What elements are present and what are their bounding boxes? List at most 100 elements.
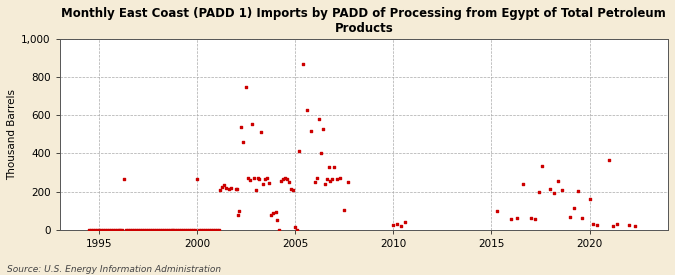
- Point: [88, 228, 99, 232]
- Point: [200, 228, 211, 232]
- Point: [233, 213, 244, 218]
- Point: [529, 217, 540, 221]
- Point: [221, 186, 232, 190]
- Point: [158, 228, 169, 232]
- Point: [284, 180, 295, 184]
- Point: [178, 228, 189, 232]
- Point: [133, 228, 144, 232]
- Point: [190, 228, 200, 232]
- Point: [157, 228, 167, 232]
- Point: [339, 208, 350, 212]
- Point: [557, 188, 568, 192]
- Point: [261, 176, 272, 180]
- Point: [213, 228, 224, 232]
- Point: [196, 228, 207, 232]
- Point: [174, 228, 185, 232]
- Point: [298, 62, 308, 66]
- Point: [612, 222, 622, 226]
- Point: [97, 228, 108, 232]
- Point: [492, 208, 503, 213]
- Point: [146, 228, 157, 232]
- Point: [603, 158, 614, 162]
- Point: [211, 228, 222, 232]
- Point: [553, 179, 564, 183]
- Point: [155, 228, 165, 232]
- Point: [153, 228, 163, 232]
- Point: [238, 140, 248, 144]
- Point: [315, 151, 326, 156]
- Point: [280, 176, 291, 180]
- Point: [107, 228, 118, 232]
- Point: [276, 179, 287, 183]
- Point: [313, 117, 324, 121]
- Point: [327, 177, 338, 182]
- Point: [194, 228, 205, 232]
- Point: [278, 177, 289, 182]
- Point: [127, 228, 138, 232]
- Point: [121, 228, 132, 232]
- Point: [250, 188, 261, 192]
- Point: [259, 177, 270, 182]
- Point: [84, 228, 95, 232]
- Point: [588, 222, 599, 226]
- Point: [95, 228, 106, 232]
- Point: [142, 228, 153, 232]
- Point: [125, 228, 136, 232]
- Point: [545, 186, 556, 191]
- Point: [198, 228, 209, 232]
- Point: [332, 177, 343, 182]
- Point: [192, 177, 202, 182]
- Point: [263, 181, 274, 185]
- Point: [255, 130, 266, 135]
- Point: [294, 148, 304, 153]
- Point: [282, 177, 293, 182]
- Point: [234, 208, 244, 213]
- Point: [302, 107, 313, 112]
- Point: [201, 228, 212, 232]
- Point: [186, 228, 196, 232]
- Point: [180, 228, 190, 232]
- Point: [214, 188, 225, 192]
- Point: [94, 228, 105, 232]
- Point: [131, 228, 142, 232]
- Point: [568, 206, 579, 210]
- Point: [151, 228, 161, 232]
- Point: [188, 228, 198, 232]
- Point: [549, 190, 560, 195]
- Point: [164, 228, 175, 232]
- Point: [512, 216, 522, 221]
- Point: [392, 222, 402, 226]
- Point: [176, 228, 187, 232]
- Point: [608, 224, 618, 228]
- Point: [166, 228, 177, 232]
- Point: [162, 228, 173, 232]
- Point: [170, 228, 181, 232]
- Point: [317, 126, 328, 131]
- Point: [564, 215, 575, 219]
- Point: [184, 228, 194, 232]
- Point: [265, 212, 276, 217]
- Point: [111, 228, 122, 232]
- Point: [172, 228, 183, 232]
- Point: [207, 228, 218, 232]
- Title: Monthly East Coast (PADD 1) Imports by PADD of Processing from Egypt of Total Pe: Monthly East Coast (PADD 1) Imports by P…: [61, 7, 666, 35]
- Point: [329, 164, 340, 169]
- Point: [537, 164, 548, 168]
- Point: [135, 228, 146, 232]
- Point: [218, 183, 229, 187]
- Point: [182, 228, 192, 232]
- Point: [272, 218, 283, 222]
- Point: [109, 228, 120, 232]
- Point: [506, 217, 516, 221]
- Point: [226, 186, 237, 190]
- Point: [396, 224, 406, 228]
- Point: [205, 228, 216, 232]
- Point: [592, 223, 603, 227]
- Point: [115, 228, 126, 232]
- Point: [231, 186, 242, 191]
- Point: [274, 228, 285, 232]
- Point: [248, 176, 259, 180]
- Point: [241, 84, 252, 89]
- Point: [236, 125, 246, 129]
- Point: [246, 122, 257, 126]
